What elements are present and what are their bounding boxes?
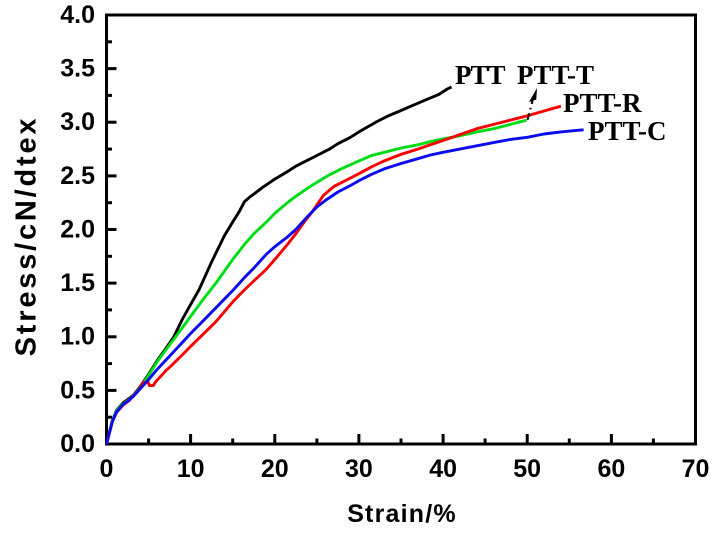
svg-text:20: 20 bbox=[261, 455, 289, 483]
svg-text:PTT-T: PTT-T bbox=[517, 60, 594, 90]
svg-text:60: 60 bbox=[597, 455, 625, 483]
svg-text:0.0: 0.0 bbox=[60, 430, 95, 458]
svg-text:2.0: 2.0 bbox=[60, 215, 95, 243]
svg-text:50: 50 bbox=[513, 455, 541, 483]
svg-text:4.0: 4.0 bbox=[60, 1, 95, 29]
svg-text:3.0: 3.0 bbox=[60, 108, 95, 136]
svg-text:10: 10 bbox=[177, 455, 205, 483]
svg-text:Stress/cN/dtex: Stress/cN/dtex bbox=[11, 116, 43, 357]
svg-text:Strain/%: Strain/% bbox=[347, 500, 457, 528]
svg-text:0.5: 0.5 bbox=[60, 376, 95, 404]
svg-text:70: 70 bbox=[682, 455, 710, 483]
svg-text:3.5: 3.5 bbox=[60, 55, 95, 83]
svg-text:40: 40 bbox=[429, 455, 457, 483]
svg-text:PTT-R: PTT-R bbox=[563, 88, 642, 118]
svg-text:0: 0 bbox=[100, 455, 114, 483]
svg-text:1.5: 1.5 bbox=[60, 269, 95, 297]
svg-text:2.5: 2.5 bbox=[60, 162, 95, 190]
svg-text:PTT-C: PTT-C bbox=[588, 116, 667, 146]
svg-text:1.0: 1.0 bbox=[60, 323, 95, 351]
svg-text:PTT: PTT bbox=[455, 60, 506, 90]
svg-text:30: 30 bbox=[345, 455, 373, 483]
